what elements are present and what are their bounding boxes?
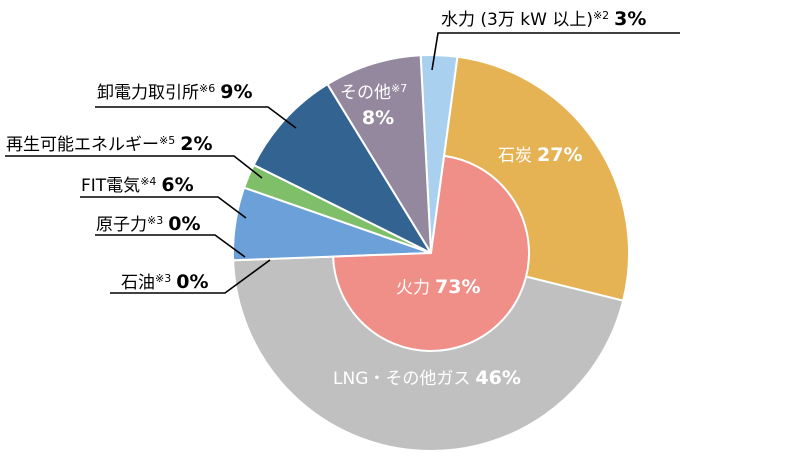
leader-line-jepx [95,106,297,129]
slice-2 [232,251,625,452]
label-lng: LNG・その他ガス 46% [333,367,521,389]
slice-8 [326,54,432,254]
label-renewable: 再生可能エネルギー※5 2% [6,133,212,155]
slice-thermal [332,154,530,352]
label-other: その他※7 [340,82,407,103]
leader-line-renewable [5,155,263,179]
leader-line-oil [110,259,271,294]
label-fit: FIT電気※4 6% [81,174,194,196]
label-coal: 石炭 27% [498,144,582,166]
leader-line-fit [80,196,247,219]
inner-ring [332,154,530,352]
label-other-value: 8% [362,107,394,129]
label-oil: 石油※3 0% [121,271,208,293]
leader-line-nuclear [95,234,246,258]
label-nuclear: 原子力※3 0% [96,213,200,235]
label-hydro: 水力 (3万 kW 以上)※2 3% [441,8,646,30]
label-jepx: 卸電力取引所※6 9% [97,81,252,103]
label-thermal: 火力 73% [396,276,480,298]
leader-line-hydro [431,32,680,71]
